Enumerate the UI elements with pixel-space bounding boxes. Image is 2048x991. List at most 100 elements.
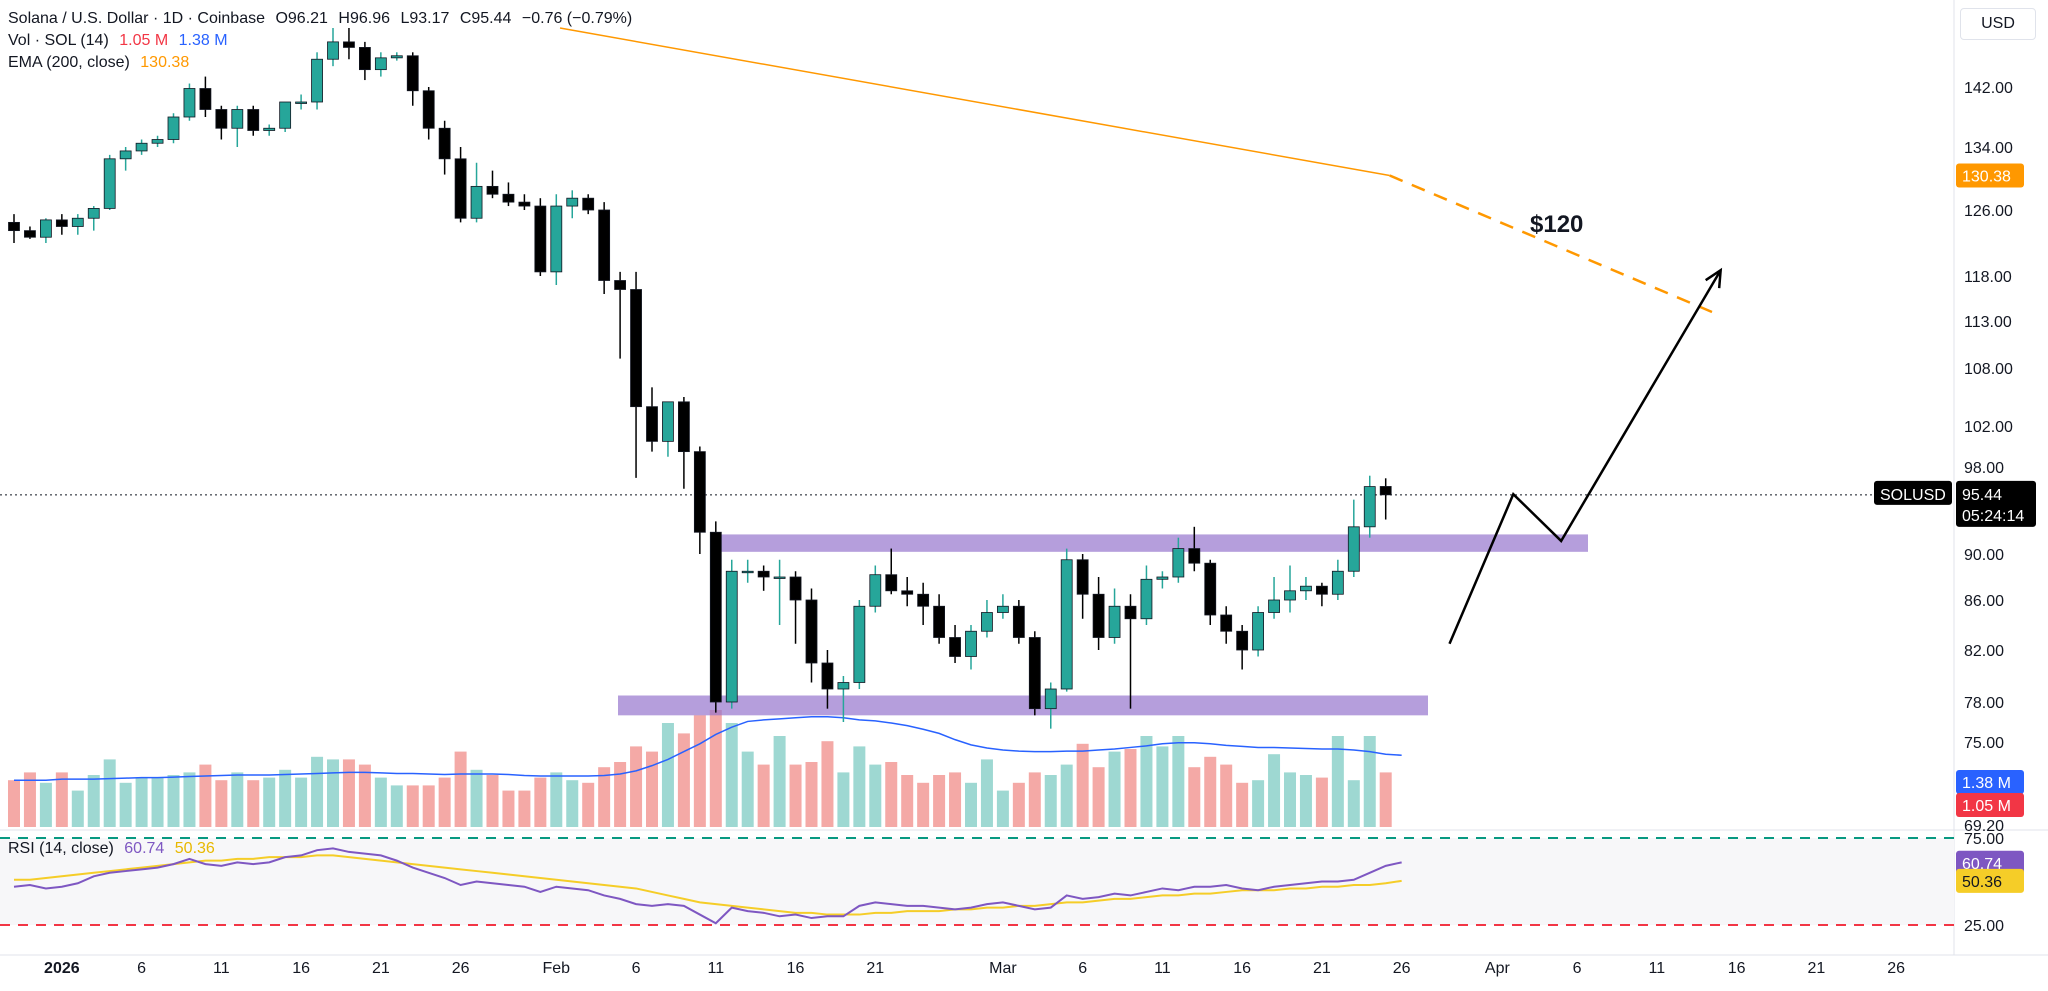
candle-body <box>1331 570 1344 595</box>
volume-bar <box>661 723 674 827</box>
volume-bar <box>773 736 786 827</box>
volume-bar <box>996 790 1009 827</box>
volume-ma-line <box>14 716 1402 781</box>
price-tick-label: 113.00 <box>1964 314 2012 331</box>
candle <box>1028 631 1041 716</box>
price-tick-label: 142.00 <box>1964 80 2013 97</box>
ema-price-tag: 130.38 <box>1962 169 2011 186</box>
candle <box>247 105 260 136</box>
candle-body <box>1252 612 1264 651</box>
candle-body <box>119 150 132 160</box>
volume-bar <box>1012 782 1025 827</box>
volume-bar <box>279 769 292 827</box>
ema-price-tag-bg <box>1956 163 2024 188</box>
volume-bar <box>39 782 52 827</box>
candle <box>215 105 228 140</box>
candle-body <box>1363 486 1376 528</box>
candle-body <box>167 116 180 140</box>
candle-body <box>374 57 387 71</box>
volume-bar <box>1044 775 1057 827</box>
volume-bar <box>709 710 722 827</box>
candle-body <box>502 193 515 203</box>
candle <box>518 194 531 210</box>
candle-body <box>470 185 483 219</box>
candle <box>119 147 132 171</box>
currency-button[interactable]: USD <box>1960 8 2036 40</box>
price-tick-label: 134.00 <box>1964 140 2013 157</box>
price-tick-label: 108.00 <box>1964 361 2013 378</box>
price-tick-label: 102.00 <box>1964 419 2013 436</box>
candle <box>582 194 595 215</box>
candle-body <box>71 217 84 227</box>
candle <box>598 202 611 294</box>
volume-bar <box>151 777 164 827</box>
time-tick-label: 11 <box>707 960 724 977</box>
candle-body <box>1268 599 1280 613</box>
volume-bar <box>1156 746 1169 827</box>
volume-bar <box>725 723 738 827</box>
rsi-ma-tag-bg <box>1956 868 2024 893</box>
candle-body <box>327 41 339 60</box>
countdown-tag: 05:24:14 <box>1962 508 2024 525</box>
legend-rsi-label[interactable]: RSI (14, close) <box>8 840 114 857</box>
candle <box>534 198 547 276</box>
rsi-band-fill <box>0 838 1954 925</box>
price-tick-label: 118.00 <box>1964 269 2012 286</box>
volume-bar <box>1140 736 1153 827</box>
volume-bar <box>965 782 977 827</box>
volume-bar <box>614 762 627 827</box>
volume-bar <box>8 780 20 827</box>
candle-body <box>358 47 371 71</box>
candle-body <box>741 570 754 574</box>
volume-bar <box>1204 756 1217 827</box>
legend-vol-label[interactable]: Vol · SOL (14) <box>8 32 109 49</box>
candle <box>917 582 930 625</box>
candle <box>646 387 658 452</box>
candle-body <box>183 88 196 118</box>
candle-body <box>8 221 20 232</box>
candle-body <box>1076 559 1089 595</box>
time-tick-label: 11 <box>1154 960 1171 977</box>
candle <box>231 105 244 147</box>
symbol-tag: SOLUSD <box>1880 487 1946 504</box>
candle-body <box>454 158 467 219</box>
candle <box>1204 559 1217 625</box>
candle <box>725 559 738 709</box>
time-tick-label: 16 <box>787 960 805 977</box>
volume-bar <box>1268 754 1281 827</box>
candle-body <box>646 406 658 442</box>
volume-bar <box>167 775 180 827</box>
legend-ema: EMA (200, close) 130.38 <box>8 54 195 72</box>
candle-body <box>1108 605 1121 638</box>
candle-body <box>151 139 164 144</box>
candle-body <box>582 197 595 211</box>
legend-ema-label[interactable]: EMA (200, close) <box>8 54 130 71</box>
candle <box>789 571 802 644</box>
candle-body <box>933 605 945 638</box>
legend-title[interactable]: Solana / U.S. Dollar · 1D · Coinbase <box>8 10 265 27</box>
volume-bar <box>231 772 244 827</box>
vol-ma-tag-bg <box>1956 770 2024 794</box>
candle-body <box>1060 559 1073 690</box>
candle <box>263 124 276 136</box>
candle <box>87 206 100 231</box>
candle-body <box>199 88 212 110</box>
volume-bar <box>789 764 802 827</box>
candle-body <box>55 219 68 227</box>
candle-body <box>1140 578 1153 620</box>
volume-bar <box>1379 772 1392 827</box>
rsi-tag: 60.74 <box>1962 856 2002 873</box>
candle <box>279 101 292 132</box>
volume-bar <box>486 775 499 827</box>
time-tick-label: Apr <box>1485 960 1511 977</box>
volume-bar <box>853 746 866 827</box>
volume-bar <box>933 775 946 827</box>
candle <box>837 676 850 722</box>
volume-bar <box>311 756 324 827</box>
candle-body <box>534 205 547 273</box>
volume-bar <box>1315 777 1328 827</box>
volume-bar <box>980 759 993 827</box>
candle-body <box>518 201 531 207</box>
